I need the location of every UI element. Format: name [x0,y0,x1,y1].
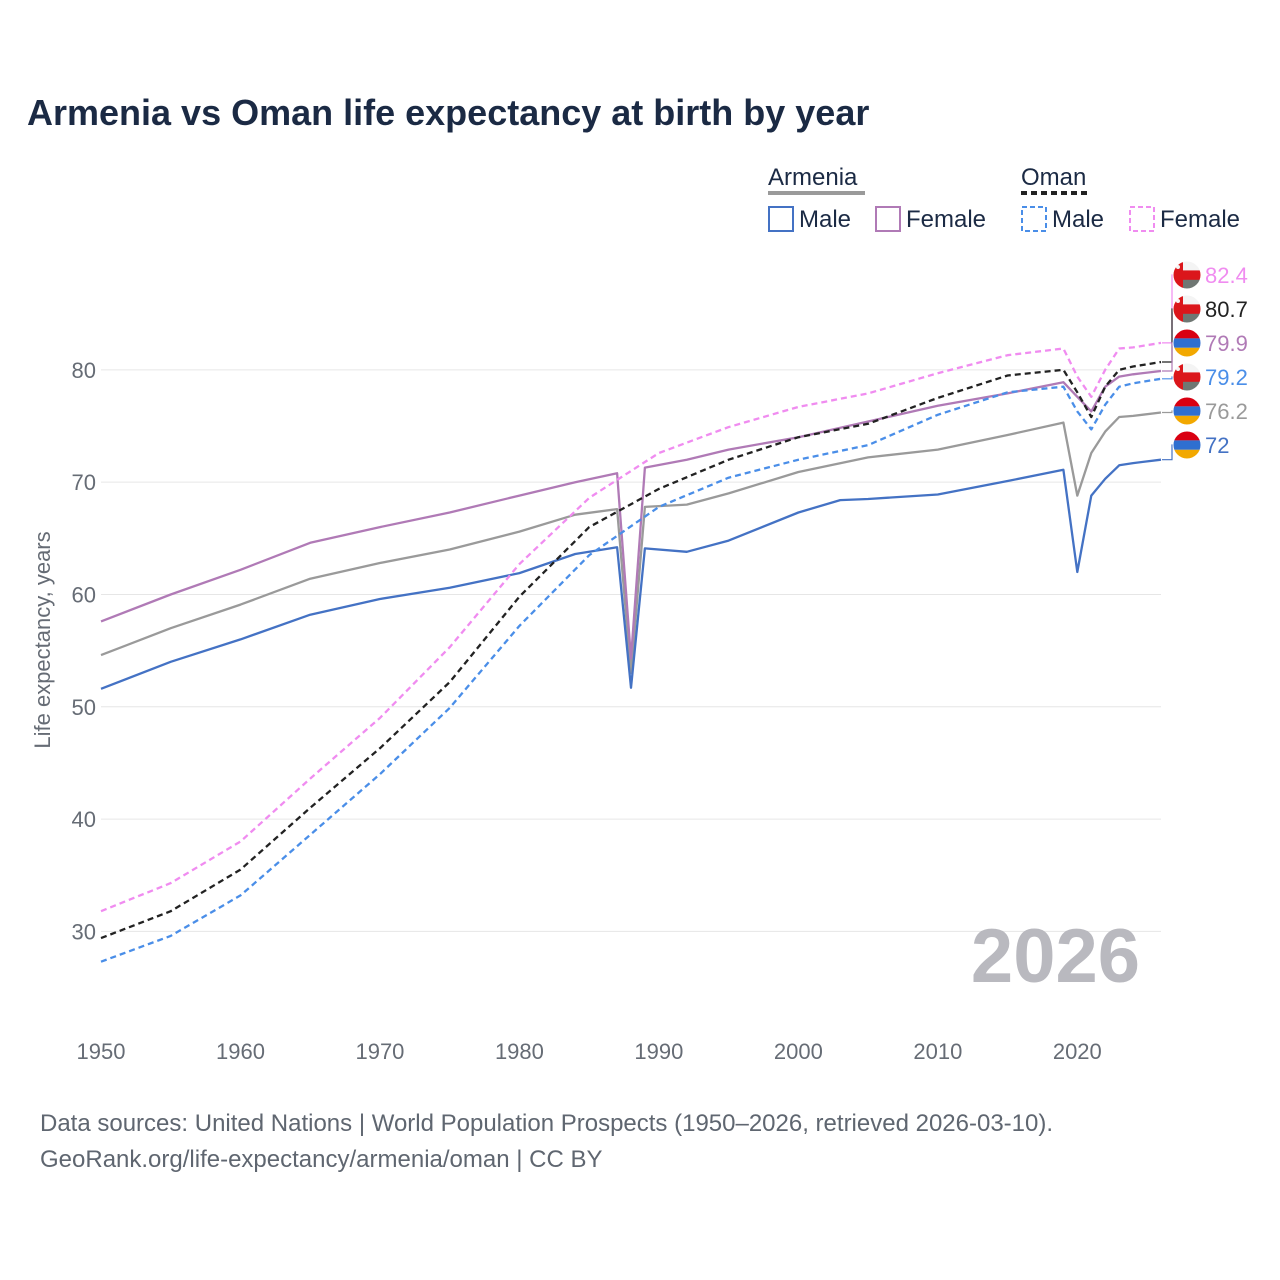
x-tick-2010: 2010 [913,1039,962,1064]
legend-country-armenia: Armenia [768,164,858,191]
x-tick-1980: 1980 [495,1039,544,1064]
series-line-armenia_male [100,458,1162,690]
end-label-armenia_female: 79.9 [1205,331,1248,356]
chart-title: Armenia vs Oman life expectancy at birth… [27,92,870,133]
legend-armenia-male-swatch [768,206,794,232]
x-tick-1970: 1970 [355,1039,404,1064]
legend-armenia-female-swatch [875,206,901,232]
year-watermark: 2026 [971,914,1140,999]
armenia-flag-icon [1172,328,1202,358]
series-line-oman_male [100,377,1162,963]
end-connector-oman_total [1162,308,1173,363]
source-note: Data sources: United Nations | World Pop… [40,1110,1054,1137]
y-tick-30: 30 [72,919,96,944]
end-connector-armenia_female [1162,342,1173,372]
x-tick-2020: 2020 [1053,1039,1102,1064]
x-tick-1960: 1960 [216,1039,265,1064]
legend-oman-male-label: Male [1052,206,1104,233]
end-connector-armenia_total [1162,410,1173,414]
y-tick-70: 70 [72,470,96,495]
end-label-oman_female: 82.4 [1205,263,1248,288]
legend-country-oman: Oman [1021,164,1086,191]
legend-group-armenia[interactable]: Armenia Male Female [768,164,986,233]
series-line-armenia_female [100,369,1162,660]
end-connector-oman_female [1162,274,1173,344]
footer: Data sources: United Nations | World Pop… [40,1106,1053,1178]
y-tick-40: 40 [72,807,96,832]
x-tick-2000: 2000 [774,1039,823,1064]
legend-oman-female-label: Female [1160,206,1240,233]
end-label-armenia_total: 76.2 [1205,399,1248,424]
y-tick-80: 80 [72,358,96,383]
axes: 30 40 50 60 70 80 1950 1960 1970 1980 1990 2000 2010… [72,358,1102,1064]
oman-flag-icon [1172,260,1202,290]
legend-oman-female-swatch [1129,206,1155,232]
x-tick-1950: 1950 [77,1039,126,1064]
legend-armenia-female-label: Female [906,206,986,233]
series-line-oman_total [100,360,1162,940]
legend: Armenia Male Female Oman Male Female [768,164,1240,233]
end-connector-armenia_male [1162,444,1173,461]
y-axis-label: Life expectancy, years [30,531,55,748]
x-tick-1990: 1990 [634,1039,683,1064]
oman-flag-icon [1172,362,1202,392]
end-label-oman_total: 80.7 [1205,297,1248,322]
legend-group-oman[interactable]: Oman Male Female [1021,164,1240,233]
end-label-armenia_male: 72 [1205,433,1229,458]
oman-flag-icon [1172,294,1202,324]
series-lines [100,341,1162,963]
armenia-flag-icon [1172,430,1202,460]
legend-armenia-male-label: Male [799,206,851,233]
armenia-flag-icon [1172,396,1202,426]
y-tick-60: 60 [72,582,96,607]
end-connector-oman_male [1162,376,1173,380]
grid [101,369,1161,932]
source-link[interactable]: GeoRank.org/life-expectancy/armenia/oman… [40,1146,603,1173]
y-tick-50: 50 [72,695,96,720]
end-labels: 82.4 80.7 79.9 79.2 76.2 72 [1162,260,1248,461]
series-line-armenia_total [100,411,1162,675]
series-line-oman_female [100,341,1162,913]
end-label-oman_male: 79.2 [1205,365,1248,390]
legend-oman-male-swatch [1021,206,1047,232]
